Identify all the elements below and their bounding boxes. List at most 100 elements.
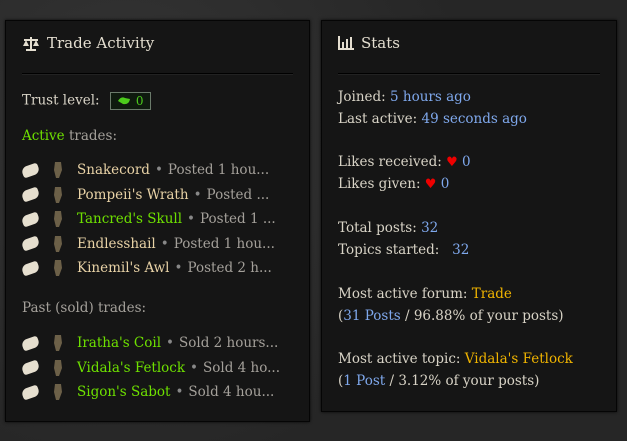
trade-activity-title: Trade Activity <box>22 34 154 52</box>
item-icon <box>47 382 69 402</box>
divider <box>338 73 600 75</box>
paren: ( <box>338 308 344 324</box>
active-trades-heading: Active trades: <box>22 128 117 144</box>
past-trades-heading: Past (sold) trades: <box>22 300 147 316</box>
total-posts-row: Total posts: 32 <box>338 220 438 236</box>
likes-received-label: Likes received: <box>338 154 442 170</box>
likes-given-label: Likes given: <box>338 176 421 192</box>
item-name[interactable]: Snakecord <box>77 162 150 178</box>
handshake-icon <box>22 359 41 376</box>
trade-item[interactable]: Snakecord • Posted 1 hou... <box>22 160 298 180</box>
bullet: • <box>166 335 174 351</box>
forum-pct: / 96.88% of your posts) <box>400 308 564 324</box>
topics-value[interactable]: 32 <box>452 242 470 258</box>
bullet: • <box>175 384 184 400</box>
trade-item[interactable]: Sigon's Sabot • Sold 4 hou... <box>22 382 298 402</box>
forum-label: Most active forum: <box>338 286 468 302</box>
item-status: Posted 1 hou... <box>173 235 275 252</box>
most-active-topic-row: Most active topic: Vidala's Fetlock <box>338 351 573 367</box>
forum-posts-row: (31 Posts / 96.88% of your posts) <box>338 308 564 324</box>
handshake-icon <box>22 235 41 252</box>
item-icon <box>47 209 69 229</box>
topic-posts-link[interactable]: 1 Post <box>343 373 386 389</box>
handshake-icon <box>22 161 41 179</box>
trust-level: Trust level: 0 <box>22 92 151 110</box>
forum-link[interactable]: Trade <box>471 286 512 302</box>
active-rest: trades: <box>64 128 117 144</box>
trust-badge[interactable]: 0 <box>109 92 151 110</box>
topic-label: Most active topic: <box>338 351 461 367</box>
bullet: • <box>160 235 169 252</box>
item-status: Posted 1 hou... <box>167 162 270 178</box>
forum-posts-link[interactable]: 31 Posts <box>343 308 401 324</box>
handshake-icon <box>22 334 41 352</box>
title-text: Trade Activity <box>47 34 155 52</box>
bullet: • <box>174 260 183 276</box>
most-active-forum-row: Most active forum: Trade <box>338 286 512 302</box>
topic-link[interactable]: Vidala's Fetlock <box>464 351 573 367</box>
trust-label: Trust level: <box>22 92 100 109</box>
divider <box>22 73 293 75</box>
joined-value: 5 hours ago <box>390 89 471 105</box>
handshake-icon <box>22 383 41 401</box>
item-status: Posted 2 h... <box>187 260 272 276</box>
joined-label: Joined: <box>338 89 386 105</box>
joined-row: Joined: 5 hours ago <box>338 89 471 105</box>
topics-label: Topics started: <box>338 242 440 258</box>
trade-item[interactable]: Tancred's Skull • Posted 1 ... <box>22 209 298 229</box>
item-icon <box>47 234 69 254</box>
item-status: Sold 4 ho... <box>203 359 280 376</box>
item-status: Sold 2 hours... <box>179 335 279 351</box>
topic-pct: / 3.12% of your posts) <box>385 373 540 389</box>
trade-item[interactable]: Iratha's Coil • Sold 2 hours... <box>22 333 298 353</box>
item-status: Posted 1 ... <box>200 211 276 227</box>
total-posts-value[interactable]: 32 <box>421 220 439 236</box>
bullet: • <box>193 186 202 203</box>
stats-panel: Stats Joined: 5 hours ago Last active: 4… <box>321 20 617 412</box>
handshake-icon <box>22 210 41 228</box>
item-icon <box>47 185 69 205</box>
last-active-value: 49 seconds ago <box>421 111 527 127</box>
heart-icon: ♥ <box>446 155 458 170</box>
stats-title: Stats <box>338 34 400 52</box>
total-posts-label: Total posts: <box>338 220 417 236</box>
active-word: Active <box>22 128 65 144</box>
item-name[interactable]: Kinemil's Awl <box>77 260 170 276</box>
bullet: • <box>190 359 199 376</box>
handshake-icon <box>22 259 41 277</box>
item-icon <box>47 358 69 378</box>
item-status: Posted ... <box>206 186 270 203</box>
trade-activity-panel: Trade Activity Trust level: 0 Active tra… <box>5 20 310 422</box>
bullet: • <box>187 211 196 227</box>
item-icon <box>47 160 69 180</box>
handshake-icon <box>117 97 130 105</box>
item-name[interactable]: Pompeii's Wrath <box>77 186 189 203</box>
item-name[interactable]: Endlesshail <box>77 235 156 252</box>
item-icon <box>47 258 69 278</box>
scales-icon <box>23 36 39 51</box>
likes-given-row: Likes given: ♥ 0 <box>338 176 449 192</box>
item-name[interactable]: Sigon's Sabot <box>77 384 171 400</box>
trade-item[interactable]: Vidala's Fetlock • Sold 4 ho... <box>22 358 298 378</box>
likes-received-row: Likes received: ♥ 0 <box>338 154 471 170</box>
likes-given-value: 0 <box>440 176 450 192</box>
item-status: Sold 4 hou... <box>188 384 275 400</box>
last-active-row: Last active: 49 seconds ago <box>338 111 527 127</box>
trade-item[interactable]: Kinemil's Awl • Posted 2 h... <box>22 258 298 278</box>
topic-posts-row: (1 Post / 3.12% of your posts) <box>338 373 539 389</box>
bar-chart-icon <box>338 36 354 50</box>
heart-icon: ♥ <box>424 177 437 192</box>
handshake-icon <box>22 186 41 203</box>
topics-started-row: Topics started: 32 <box>338 242 469 258</box>
trust-value: 0 <box>135 94 144 108</box>
paren: ( <box>338 373 344 389</box>
item-icon <box>47 333 69 353</box>
bullet: • <box>154 162 163 178</box>
title-text: Stats <box>361 34 400 52</box>
trade-item[interactable]: Endlesshail • Posted 1 hou... <box>22 234 298 254</box>
trade-item[interactable]: Pompeii's Wrath • Posted ... <box>22 185 298 205</box>
likes-received-value: 0 <box>462 154 471 170</box>
item-name[interactable]: Iratha's Coil <box>77 335 162 351</box>
item-name[interactable]: Vidala's Fetlock <box>77 359 186 376</box>
item-name[interactable]: Tancred's Skull <box>77 211 183 227</box>
